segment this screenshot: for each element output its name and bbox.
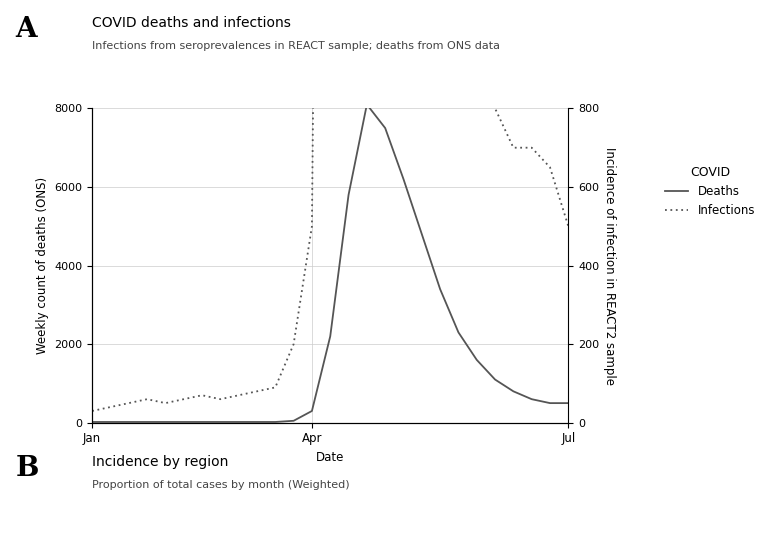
Text: COVID deaths and infections: COVID deaths and infections (92, 16, 291, 30)
Text: Incidence by region: Incidence by region (92, 455, 229, 469)
Legend: Deaths, Infections: Deaths, Infections (660, 162, 760, 222)
Text: Proportion of total cases by month (Weighted): Proportion of total cases by month (Weig… (92, 480, 349, 489)
Y-axis label: Incidence of infection in REACT2 sample: Incidence of infection in REACT2 sample (603, 146, 616, 385)
Y-axis label: Weekly count of deaths (ONS): Weekly count of deaths (ONS) (36, 177, 48, 354)
Text: Infections from seroprevalences in REACT sample; deaths from ONS data: Infections from seroprevalences in REACT… (92, 41, 500, 50)
Text: B: B (15, 455, 38, 482)
X-axis label: Date: Date (316, 451, 344, 464)
Text: A: A (15, 16, 37, 43)
